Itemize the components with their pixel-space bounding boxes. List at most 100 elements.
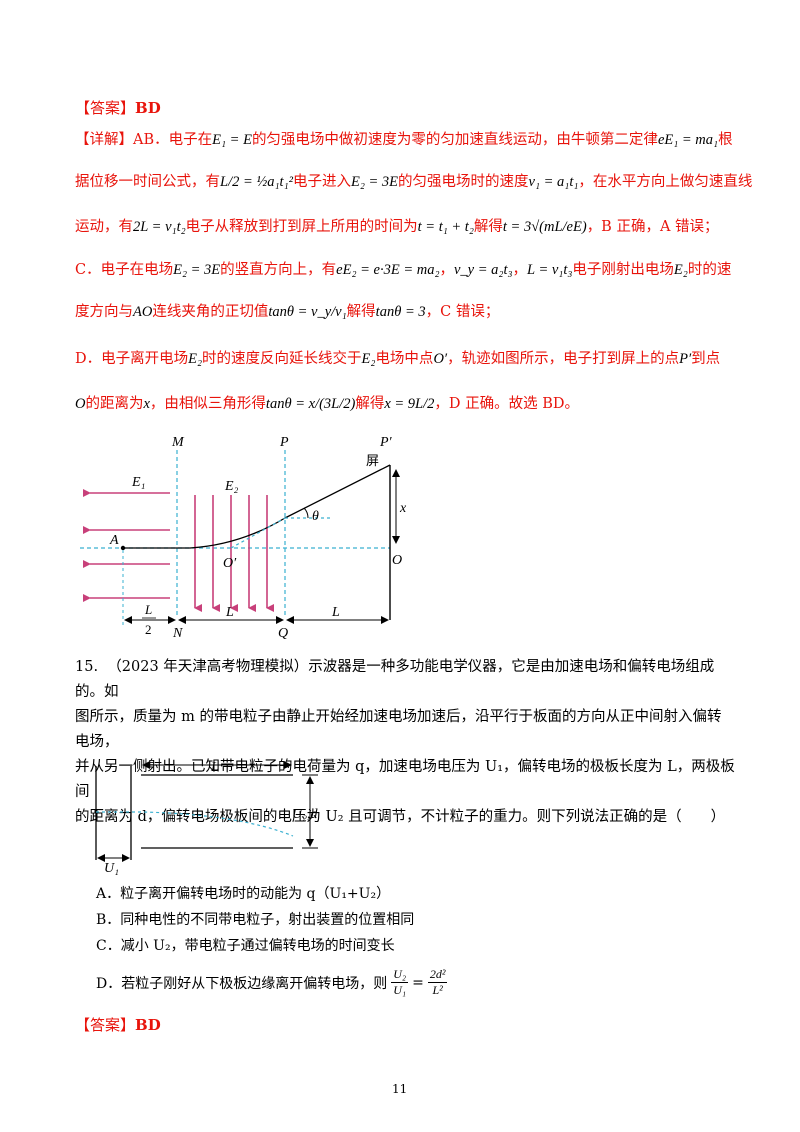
formula: tanθ = 3 <box>375 304 426 320</box>
label-n: N <box>172 626 183 640</box>
formula: L = v₁t₃ <box>527 262 573 278</box>
electron-deflection-figure: M P P′ 屏 E₁ E₂ θ x A O′ O N Q L 2 L L <box>80 435 407 640</box>
label-l-1: L <box>225 605 234 620</box>
text: 度方向与 <box>75 304 133 320</box>
formula: E₂ <box>673 262 688 278</box>
frac-num: 2d² <box>427 967 448 983</box>
text: 据位移一时间公式，有 <box>75 174 220 190</box>
label-l-2: L <box>331 605 340 620</box>
label-x: x <box>399 501 407 516</box>
formula: x <box>143 396 150 412</box>
formula: tanθ = v_y/v₁ <box>268 304 347 320</box>
fraction-u2-u1: U₂ U₁ <box>391 967 409 998</box>
detail-line-5: 度方向与AO连线夹角的正切值tanθ = v_y/v₁解得tanθ = 3，C … <box>75 300 499 321</box>
text: ，C 错误； <box>425 304 500 320</box>
label-half-l-den: 2 <box>145 622 152 637</box>
text: ， <box>439 262 455 278</box>
question-source: （2023 年天津高考物理模拟） <box>107 659 309 675</box>
option-c: C．减小 U₂，带电粒子通过偏转电场的时间变长 <box>96 938 395 954</box>
text: ，轨迹如图所示，电子打到屏上的点 <box>447 351 680 367</box>
answer-value: BD <box>135 1016 161 1034</box>
text: 的匀强电场中做初速度为零的匀加速直线运动，由牛顿第二定律 <box>251 132 658 148</box>
detail-line-4: C．电子在电场E₂ = 3E的竖直方向上，有eE₂ = e·3E = ma₂，v… <box>75 258 731 279</box>
text: 的竖直方向上，有 <box>220 262 337 278</box>
label-screen: 屏 <box>366 453 379 468</box>
question-line-1: 15. （2023 年天津高考物理模拟）示波器是一种多功能电学仪器，它是由加速电… <box>75 655 735 705</box>
text: 的距离为 <box>85 396 144 412</box>
frac-num: U₂ <box>391 967 409 983</box>
text: ，B 正确，A 错误； <box>586 219 719 235</box>
answer-label: 【答案】 <box>75 99 136 117</box>
text: 时的速度反向延长线交于 <box>202 351 362 367</box>
text: 电子刚射出电场 <box>572 262 674 278</box>
formula: v_y = a₂t₃ <box>454 262 513 278</box>
formula: x = 9L/2 <box>384 396 435 412</box>
detail-line-2: 据位移一时间公式，有L/2 = ½a₁t₁²电子进入E₂ = 3E的匀强电场时的… <box>75 170 752 191</box>
formula: P′ <box>679 351 692 367</box>
detail-line-3: 运动，有2L = v₁t₂电子从释放到打到屏上所用的时间为t = t₁ + t₂… <box>75 215 719 236</box>
text: 电子进入 <box>292 174 351 190</box>
oscilloscope-figure: L U₂,d U₁ <box>95 760 318 875</box>
answer-label: 【答案】 <box>75 1016 136 1034</box>
formula: O′ <box>433 351 448 367</box>
text: ，D 正确。故选 BD。 <box>434 396 580 412</box>
formula: t = t₁ + t₂ <box>417 219 474 235</box>
label-u1: U₁ <box>104 861 119 875</box>
label-theta: θ <box>312 509 319 524</box>
answer-line-2: 【答案】BD <box>75 1014 161 1035</box>
label-q: Q <box>278 626 288 640</box>
text: ，在水平方向上做匀速直线 <box>578 174 753 190</box>
formula: eE₂ = e·3E = ma₂ <box>336 262 440 278</box>
particle-path <box>96 811 294 837</box>
text: 到点 <box>691 351 721 367</box>
theta-arc <box>303 507 309 519</box>
text: 根 <box>718 132 733 148</box>
question-line-2: 图所示，质量为 m 的带电粒子由静止开始经加速电场加速后，沿平行于板面的方向从正… <box>75 709 722 750</box>
formula: t = 3√(mL/eE) <box>502 219 587 235</box>
text: D．电子离开电场 <box>75 351 189 367</box>
text: ， <box>512 262 528 278</box>
text: 解得 <box>473 219 503 235</box>
option-a: A．粒子离开偏转电场时的动能为 q（U₁+U₂） <box>96 886 391 902</box>
frac-den: L² <box>432 983 443 997</box>
frac-den: U₁ <box>393 983 407 997</box>
text: 时的速 <box>687 262 732 278</box>
question-line-4: 的距离为 d，偏转电场极板间的电压为 U₂ 且可调节，不计粒子的重力。则下列说法… <box>75 809 726 825</box>
option-d-text: D．若粒子刚好从下极板边缘离开偏转电场，则 <box>96 975 388 992</box>
label-half-l-num: L <box>144 602 152 617</box>
text: 电子从释放到打到屏上所用的时间为 <box>185 219 418 235</box>
option-b: B．同种电性的不同带电粒子，射出装置的位置相同 <box>96 912 415 928</box>
formula: v₁ = a₁t₁ <box>528 174 579 190</box>
trajectory <box>123 464 391 549</box>
label-p: P <box>279 435 289 450</box>
formula: AO <box>133 304 153 320</box>
formula: E₂ = 3E <box>173 262 221 278</box>
text: 运动，有 <box>75 219 133 235</box>
page-number: 11 <box>392 1082 408 1096</box>
text: AB．电子在 <box>133 132 213 148</box>
text: 解得 <box>355 396 385 412</box>
equals-sign: = <box>412 974 424 991</box>
label-o-prime: O′ <box>223 556 237 571</box>
point-a <box>120 545 126 551</box>
formula: E₂ = 3E <box>350 174 399 190</box>
formula: E₂ <box>188 351 203 367</box>
label-a: A <box>109 533 119 548</box>
extension-line <box>230 517 286 549</box>
text: 的匀强电场时的速度 <box>398 174 529 190</box>
answer-value: BD <box>135 99 161 117</box>
text: C．电子在电场 <box>75 262 174 278</box>
option-d: D．若粒子刚好从下极板边缘离开偏转电场，则 U₂ U₁ = 2d² L² <box>96 967 448 998</box>
formula: eE₁ = ma₁ <box>657 132 719 148</box>
label-l: L <box>210 760 219 775</box>
label-e2: E₂ <box>224 479 239 494</box>
formula: E₂ <box>361 351 376 367</box>
label-o: O <box>392 553 402 568</box>
formula: O <box>75 396 86 412</box>
text: 连线夹角的正切值 <box>152 304 269 320</box>
answer-line: 【答案】BD <box>75 97 161 118</box>
formula: L/2 = ½a₁t₁² <box>220 174 293 190</box>
label-p-prime: P′ <box>379 435 393 450</box>
e2-field-arrows <box>194 495 274 612</box>
detail-line-7: O的距离为x，由相似三角形得tanθ = x/(3L/2)解得x = 9L/2，… <box>75 392 579 413</box>
